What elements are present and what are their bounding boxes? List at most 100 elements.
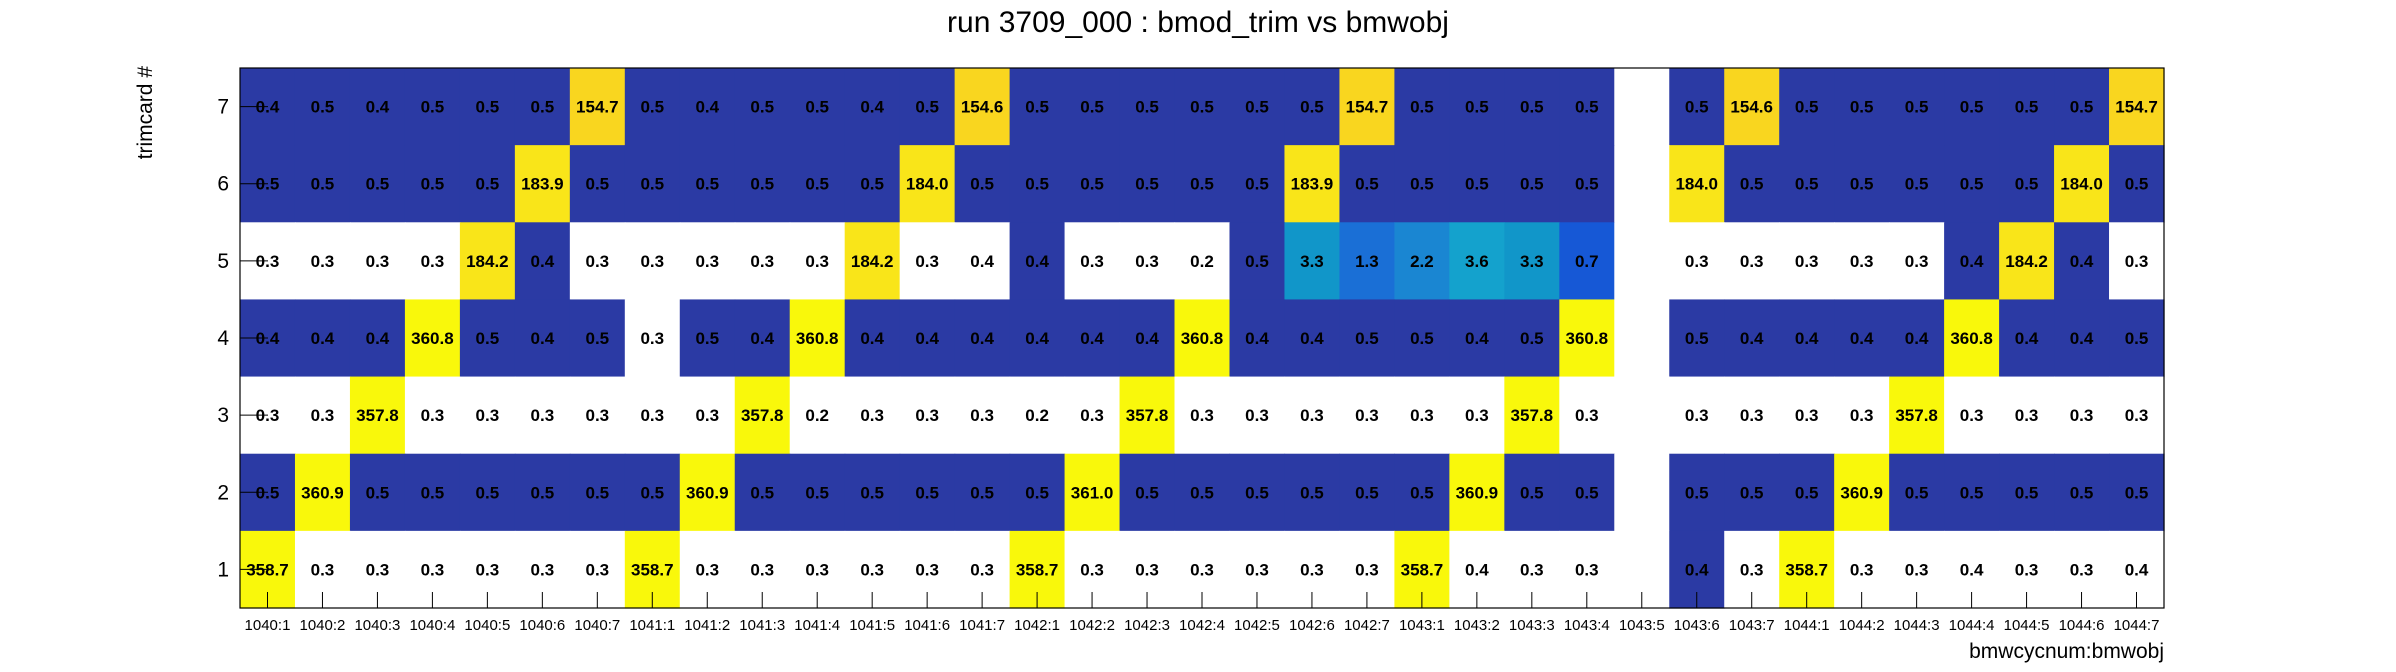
cell-value-label: 0.3 (256, 252, 280, 271)
cell-value-label: 0.5 (640, 483, 664, 502)
cell-value-label: 0.3 (1465, 406, 1489, 425)
cell-value-label: 0.5 (1190, 483, 1214, 502)
cell-value-label: 0.3 (585, 560, 609, 579)
heatmap-cell (2054, 145, 2110, 223)
cell-value-label: 0.5 (805, 483, 829, 502)
cell-value-label: 0.3 (1080, 406, 1104, 425)
heatmap-cell (1449, 222, 1505, 301)
cell-value-label: 0.4 (531, 252, 555, 271)
heatmap-cell (1999, 145, 2055, 223)
cell-value-label: 0.4 (1025, 252, 1049, 271)
cell-value-label: 0.5 (366, 175, 390, 194)
cell-value-label: 0.3 (2125, 252, 2149, 271)
heatmap-cell (1229, 453, 1286, 532)
cell-value-label: 0.5 (476, 329, 500, 348)
heatmap-cell (1339, 145, 1395, 223)
heatmap-cell (844, 222, 901, 301)
heatmap-cell (1999, 68, 2055, 146)
heatmap-cell (2109, 453, 2165, 532)
heatmap-cell (899, 299, 956, 378)
cell-value-label: 0.3 (1190, 406, 1214, 425)
cell-value-label: 360.9 (1840, 483, 1883, 502)
cell-value-label: 0.5 (585, 329, 609, 348)
cell-value-label: 0.4 (1740, 329, 1764, 348)
cell-value-label: 358.7 (246, 560, 289, 579)
cell-value-label: 0.5 (1245, 252, 1269, 271)
heatmap-cell (1724, 376, 1780, 455)
cell-value-label: 0.5 (915, 483, 939, 502)
heatmap-cell (1834, 376, 1890, 455)
heatmap-cell (404, 68, 461, 146)
x-tick-label: 1043:4 (1564, 617, 1610, 634)
heatmap-cell (294, 376, 351, 455)
heatmap-cell (1614, 299, 1670, 378)
heatmap-cell (459, 68, 516, 146)
heatmap-cell (1174, 453, 1231, 532)
cell-value-label: 0.3 (1190, 560, 1214, 579)
heatmap-cell (569, 145, 626, 223)
cell-value-label: 0.4 (2125, 560, 2149, 579)
cell-value-label: 0.5 (421, 483, 445, 502)
heatmap-cell (1999, 453, 2055, 532)
cell-value-label: 0.5 (421, 175, 445, 194)
heatmap-cell (1559, 145, 1615, 223)
cell-value-label: 0.5 (1575, 483, 1599, 502)
cell-value-label: 0.3 (585, 252, 609, 271)
cell-value-label: 0.5 (860, 175, 884, 194)
cell-value-label: 0.3 (1905, 252, 1929, 271)
cell-value-label: 0.3 (970, 560, 994, 579)
cell-value-label: 0.3 (366, 560, 390, 579)
x-tick-label: 1042:6 (1289, 617, 1335, 634)
cell-value-label: 0.3 (531, 406, 555, 425)
x-tick-label: 1044:3 (1894, 617, 1940, 634)
heatmap-cell (569, 376, 626, 455)
cell-value-label: 184.2 (2005, 252, 2048, 271)
cell-value-label: 360.9 (686, 483, 729, 502)
heatmap-cell (734, 222, 791, 301)
x-tick-label: 1042:5 (1234, 617, 1280, 634)
cell-value-label: 358.7 (1785, 560, 1828, 579)
cell-value-label: 0.5 (421, 98, 445, 117)
cell-value-label: 360.9 (1456, 483, 1499, 502)
heatmap-cell (1339, 299, 1395, 378)
cell-value-label: 360.8 (1181, 329, 1224, 348)
cell-value-label: 0.3 (1795, 406, 1819, 425)
x-tick-label: 1041:6 (904, 617, 950, 634)
heatmap-cell (1284, 222, 1341, 301)
heatmap-cell (789, 145, 846, 223)
cell-value-label: 0.3 (640, 329, 664, 348)
heatmap-cell (569, 299, 626, 378)
cell-value-label: 0.3 (915, 252, 939, 271)
cell-value-label: 0.3 (1905, 560, 1929, 579)
heatmap-cell (1119, 453, 1176, 532)
cell-value-label: 3.6 (1465, 252, 1489, 271)
heatmap-cell (1174, 145, 1231, 223)
heatmap-cell (1944, 299, 2000, 378)
heatmap-cell (1724, 68, 1780, 146)
heatmap-cell (1009, 68, 1066, 146)
cell-value-label: 0.5 (640, 98, 664, 117)
heatmap-cell (1779, 68, 1835, 146)
cell-value-label: 0.5 (1905, 98, 1929, 117)
cell-value-label: 357.8 (356, 406, 399, 425)
heatmap-cell (1064, 376, 1121, 455)
heatmap-cell (349, 299, 406, 378)
cell-value-label: 0.3 (805, 560, 829, 579)
cell-value-label: 0.3 (805, 252, 829, 271)
heatmap-cell (1229, 376, 1286, 455)
heatmap-cell (1889, 145, 1945, 223)
y-tick-label: 3 (217, 404, 229, 427)
heatmap-cell (2109, 299, 2165, 378)
heatmap-cell (1614, 376, 1670, 455)
heatmap-cell (1504, 299, 1560, 378)
heatmap-cell (1064, 222, 1121, 301)
heatmap-cell (1834, 68, 1890, 146)
cell-value-label: 0.5 (585, 175, 609, 194)
cell-value-label: 184.0 (906, 175, 949, 194)
heatmap-cell (1449, 453, 1505, 532)
cell-value-label: 0.5 (970, 175, 994, 194)
cell-value-label: 0.5 (366, 483, 390, 502)
cell-value-label: 0.4 (311, 329, 335, 348)
cell-value-label: 0.5 (1410, 329, 1434, 348)
heatmap-cell (514, 453, 571, 532)
